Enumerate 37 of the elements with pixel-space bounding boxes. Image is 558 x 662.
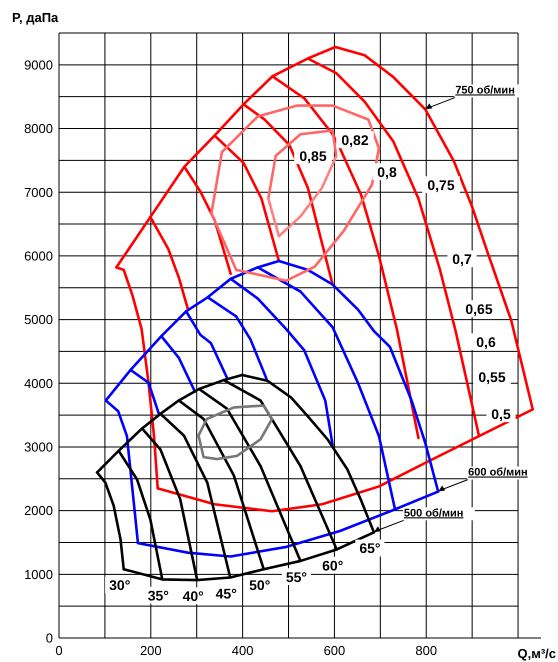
annotation: 0,65 bbox=[465, 300, 493, 317]
annotation: 0,85 bbox=[299, 148, 327, 164]
annotation: 0,5 bbox=[491, 406, 511, 422]
series-label: 55° bbox=[286, 568, 308, 585]
y-axis-title: P, даПа bbox=[12, 10, 60, 25]
series-label: 35° bbox=[148, 587, 169, 604]
annotation: 0,6 bbox=[476, 334, 496, 350]
x-axis-title: Q,м³/с bbox=[517, 646, 556, 661]
series-label: 60° bbox=[322, 557, 344, 574]
x-tick-label: 0 bbox=[55, 643, 63, 658]
series-label: 50° bbox=[249, 577, 270, 594]
y-tick-label: 2000 bbox=[24, 503, 53, 518]
y-tick-label: 4000 bbox=[24, 376, 53, 391]
y-tick-label: 0 bbox=[46, 630, 53, 646]
series-label: 30° bbox=[109, 577, 130, 594]
y-tick-label: 5000 bbox=[24, 312, 53, 328]
y-tick-label: 7000 bbox=[24, 184, 53, 200]
series-label: 65° bbox=[359, 540, 380, 556]
series-label: 45° bbox=[216, 585, 237, 602]
y-tick-label: 3000 bbox=[24, 439, 53, 454]
x-tick-label: 200 bbox=[140, 643, 162, 658]
y-tick-label: 9000 bbox=[24, 57, 53, 72]
annotation: 500 об/мин bbox=[404, 507, 464, 520]
annotation: 0,7 bbox=[452, 250, 472, 267]
y-tick-label: 8000 bbox=[24, 121, 53, 136]
annotation: 0,8 bbox=[377, 164, 397, 180]
annotation: 0,55 bbox=[478, 368, 506, 385]
y-tick-label: 1000 bbox=[24, 566, 53, 582]
annotation: 750 об/мин bbox=[455, 84, 515, 96]
x-tick-label: 400 bbox=[232, 643, 254, 658]
y-tick-label: 6000 bbox=[24, 248, 53, 264]
x-tick-label: 800 bbox=[415, 643, 438, 658]
series-label: 40° bbox=[182, 588, 204, 604]
annotation: 0,82 bbox=[341, 132, 369, 148]
annotation: 600 об/мин bbox=[468, 466, 528, 479]
annotation: 0,75 bbox=[427, 176, 455, 193]
x-tick-label: 600 bbox=[324, 643, 346, 658]
